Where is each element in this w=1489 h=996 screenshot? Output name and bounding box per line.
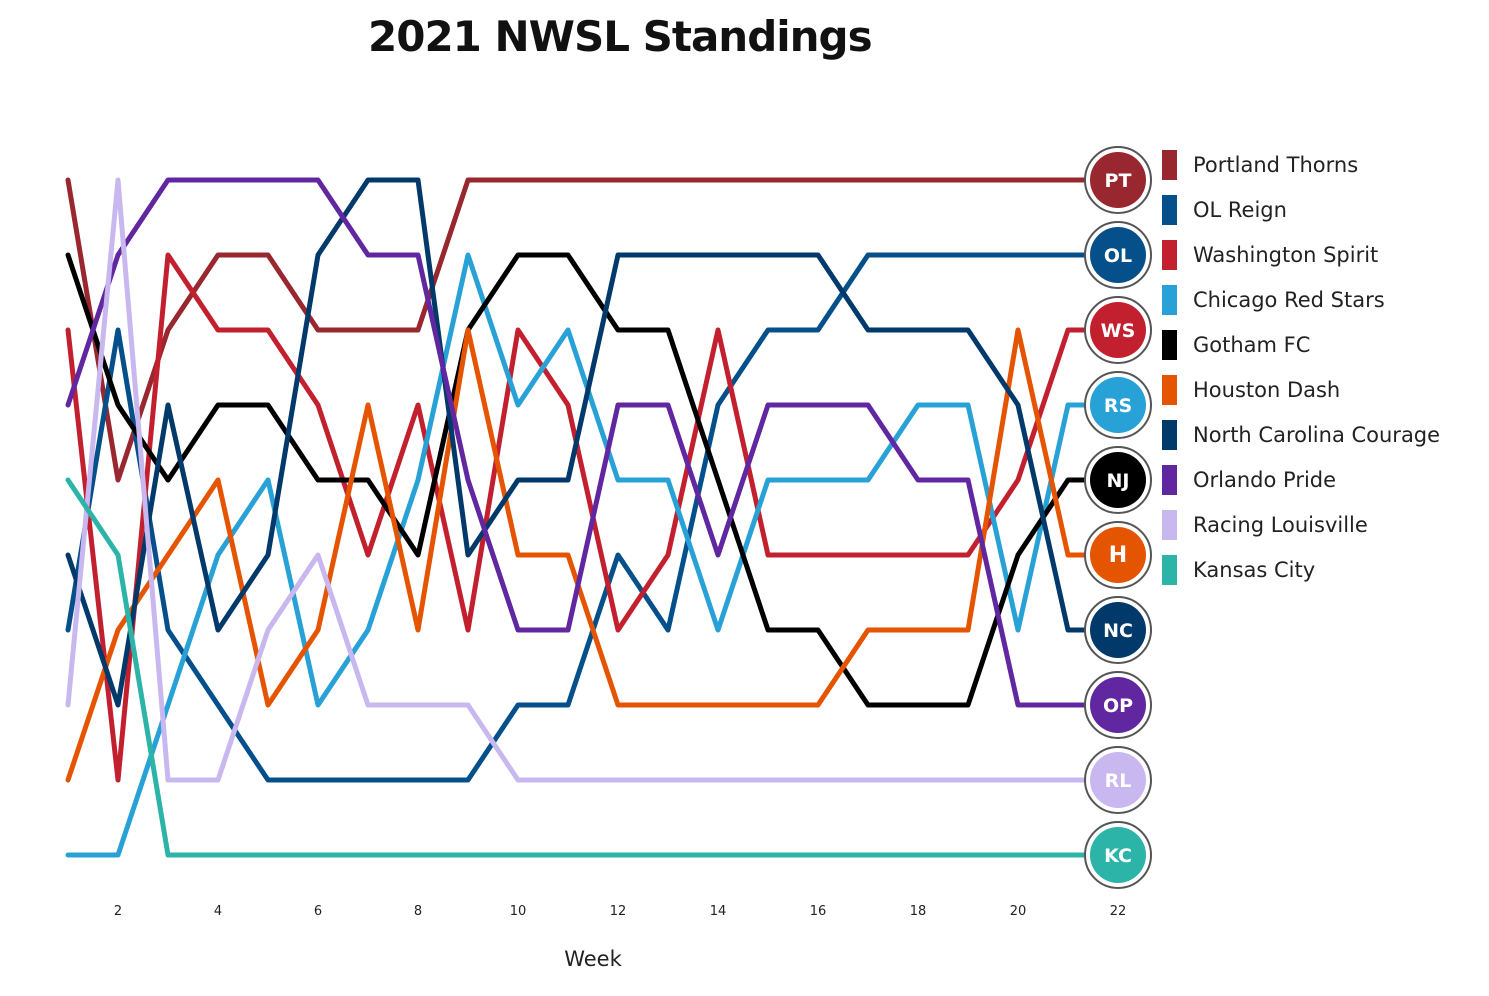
legend-item-north-carolina-courage: North Carolina Courage (1162, 412, 1440, 457)
x-tick-label: 10 (510, 904, 527, 919)
legend-item-washington-spirit: Washington Spirit (1162, 232, 1440, 277)
legend-swatch (1162, 194, 1177, 225)
legend-label: Washington Spirit (1193, 242, 1379, 267)
legend-label: OL Reign (1193, 197, 1287, 222)
legend-label: Houston Dash (1193, 377, 1341, 402)
svg-text:RL: RL (1105, 770, 1132, 792)
series-line-racing-louisville (65, 177, 1121, 783)
legend-swatch (1162, 419, 1177, 450)
series-line-gotham-fc (65, 252, 1121, 708)
legend-item-gotham-fc: Gotham FC (1162, 322, 1440, 367)
x-tick-label: 4 (214, 904, 222, 919)
x-tick-label: 14 (710, 904, 727, 919)
x-axis-label: Week (564, 947, 622, 971)
team-logo-chicago-red-stars: RS (1084, 371, 1152, 439)
legend-item-racing-louisville: Racing Louisville (1162, 502, 1440, 547)
legend-swatch (1162, 554, 1177, 585)
x-tick-label: 6 (314, 904, 322, 919)
team-logo-gotham-fc: NJ (1084, 446, 1152, 514)
x-tick-label: 22 (1110, 904, 1127, 919)
x-tick-label: 18 (910, 904, 927, 919)
legend-swatch (1162, 284, 1177, 315)
legend-swatch (1162, 509, 1177, 540)
series-line-orlando-pride (65, 177, 1121, 708)
legend-item-ol-reign: OL Reign (1162, 187, 1440, 232)
legend-label: Chicago Red Stars (1193, 287, 1385, 312)
svg-text:NC: NC (1103, 620, 1133, 642)
x-tick-label: 12 (610, 904, 627, 919)
svg-text:OP: OP (1103, 695, 1133, 717)
team-logo-orlando-pride: OP (1084, 671, 1152, 739)
legend-item-portland-thorns: Portland Thorns (1162, 142, 1440, 187)
legend-label: Orlando Pride (1193, 467, 1337, 492)
legend-swatch (1162, 329, 1177, 360)
team-logo-ol-reign: OL (1084, 221, 1152, 289)
series-line-chicago-red-stars (65, 252, 1121, 858)
svg-text:KC: KC (1104, 845, 1132, 867)
legend: Portland Thorns OL Reign Washington Spirit… (1162, 142, 1440, 592)
team-logo-north-carolina-courage: NC (1084, 596, 1152, 664)
x-tick-label: 16 (810, 904, 827, 919)
series-line-north-carolina-courage (65, 177, 1121, 708)
legend-swatch (1162, 464, 1177, 495)
legend-swatch (1162, 239, 1177, 270)
svg-text:RS: RS (1104, 395, 1132, 417)
series-line-portland-thorns (65, 177, 1121, 483)
legend-label: Portland Thorns (1193, 152, 1359, 177)
svg-text:PT: PT (1105, 170, 1132, 192)
svg-text:NJ: NJ (1107, 470, 1130, 492)
legend-label: Gotham FC (1193, 332, 1311, 357)
legend-swatch (1162, 149, 1177, 180)
legend-item-houston-dash: Houston Dash (1162, 367, 1440, 412)
series-line-kansas-city (65, 477, 1121, 858)
svg-text:WS: WS (1101, 320, 1136, 342)
x-tick-label: 20 (1010, 904, 1027, 919)
series-lines (65, 177, 1121, 858)
legend-label: Racing Louisville (1193, 512, 1368, 537)
legend-label: North Carolina Courage (1193, 422, 1441, 447)
x-axis-ticks: 2 4 6 8 10 12 14 16 18 20 22 (114, 904, 1126, 919)
x-tick-label: 8 (414, 904, 422, 919)
svg-text:H: H (1109, 543, 1127, 568)
legend-label: Kansas City (1193, 557, 1316, 582)
team-logo-portland-thorns: PT (1084, 146, 1152, 214)
x-tick-label: 2 (114, 904, 122, 919)
chart-title: 2021 NWSL Standings (368, 12, 873, 61)
team-logo-washington-spirit: WS (1084, 296, 1152, 364)
legend-item-chicago-red-stars: Chicago Red Stars (1162, 277, 1440, 322)
team-logos: PT OL WS RS NJ H NC OP RL KC (1084, 146, 1152, 889)
legend-swatch (1162, 374, 1177, 405)
legend-item-kansas-city: Kansas City (1162, 547, 1440, 592)
team-logo-racing-louisville: RL (1084, 746, 1152, 814)
team-logo-kansas-city: KC (1084, 821, 1152, 889)
svg-text:OL: OL (1104, 245, 1132, 267)
legend-item-orlando-pride: Orlando Pride (1162, 457, 1440, 502)
team-logo-houston-dash: H (1084, 521, 1152, 589)
